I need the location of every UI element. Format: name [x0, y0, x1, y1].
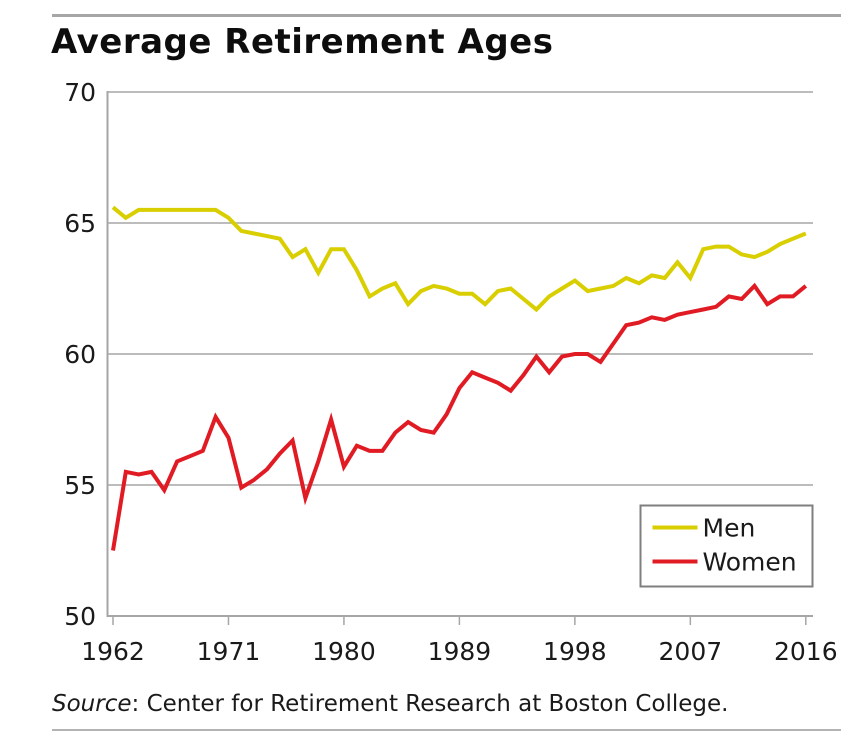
- series-lines: [111, 205, 808, 551]
- bottom-divider: [52, 729, 841, 731]
- x-tick-label-1998: 1998: [543, 637, 607, 666]
- y-tick-label-70: 70: [64, 78, 96, 107]
- y-tick-label-65: 65: [64, 209, 96, 238]
- y-tick-label-55: 55: [64, 471, 96, 500]
- source-note: Source: Center for Retirement Research a…: [52, 691, 728, 717]
- legend: Men Women: [639, 504, 814, 588]
- x-tick-label-1980: 1980: [312, 637, 376, 666]
- x-tick-label-2007: 2007: [659, 637, 723, 666]
- x-tick-label-1962: 1962: [81, 637, 145, 666]
- y-tick-label-50: 50: [64, 602, 96, 631]
- axes: [106, 91, 807, 625]
- series-line-men: [111, 205, 807, 313]
- top-divider: [52, 14, 841, 17]
- chart-title: Average Retirement Ages: [51, 22, 554, 62]
- y-axis-labels: 70 65 60 55 50: [64, 78, 96, 631]
- source-text: : Center for Retirement Research at Bost…: [131, 691, 729, 717]
- legend-label-women: Women: [703, 548, 797, 577]
- x-axis-labels: 1962 1971 1980 1989 1998 2007 2016: [81, 637, 837, 666]
- legend-box: [639, 504, 814, 588]
- x-tick-label-1971: 1971: [197, 637, 261, 666]
- legend-label-men: Men: [703, 514, 756, 543]
- x-tick-label-2016: 2016: [774, 637, 838, 666]
- y-tick-label-60: 60: [64, 340, 96, 369]
- source-label: Source: [52, 691, 132, 717]
- series-line-women: [111, 282, 808, 551]
- x-tick-label-1989: 1989: [428, 637, 492, 666]
